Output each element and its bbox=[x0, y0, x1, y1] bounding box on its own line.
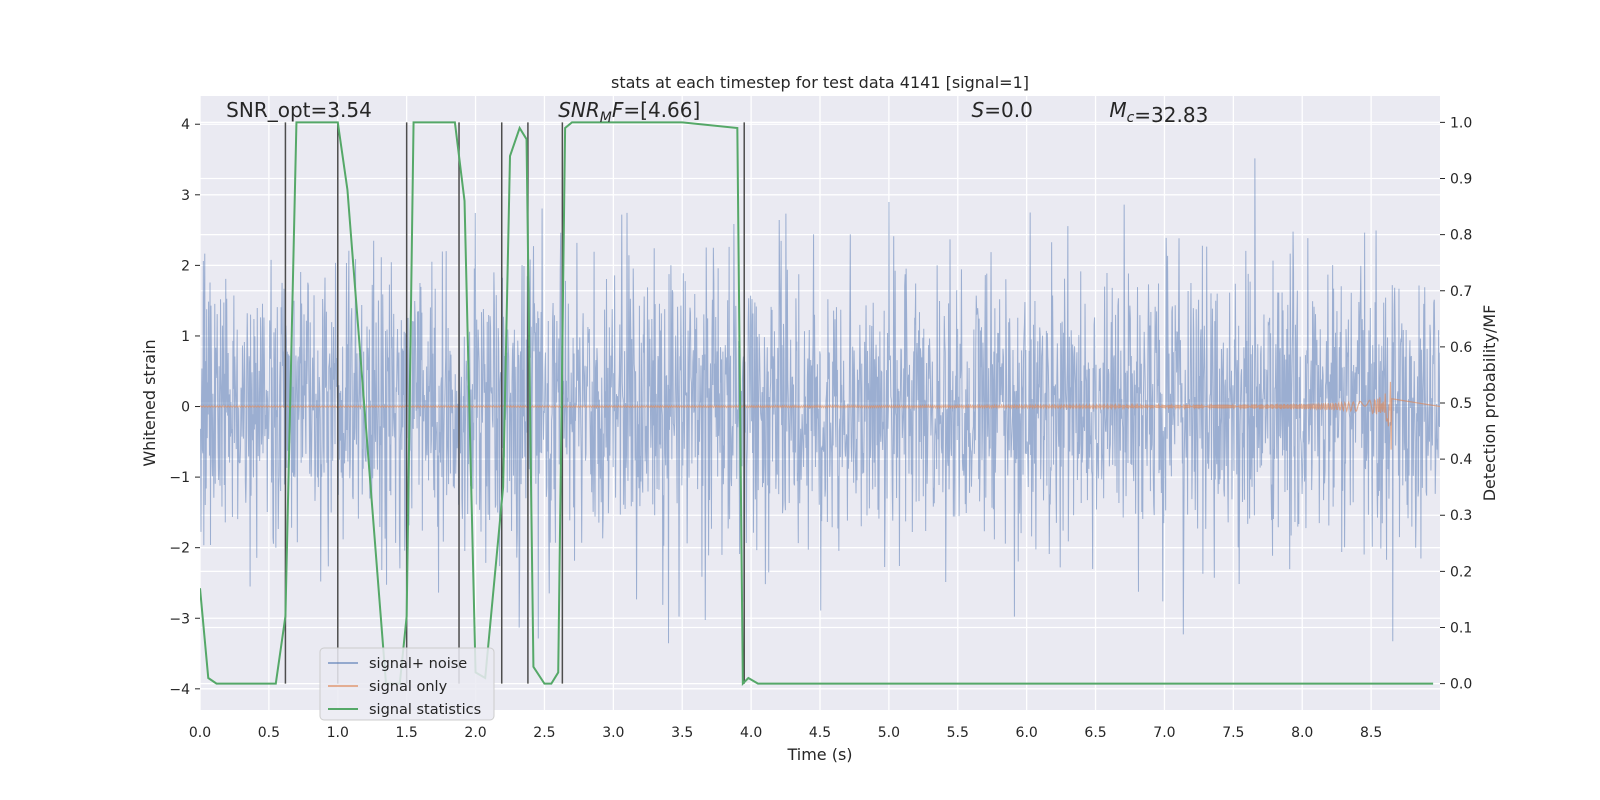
y-left-tick-label: 1 bbox=[181, 329, 190, 345]
legend-box bbox=[319, 647, 495, 721]
annotation-label: Mc=32.83 bbox=[1109, 98, 1208, 127]
chart-title: stats at each timestep for test data 414… bbox=[611, 73, 1029, 92]
y-left-tick-label: 4 bbox=[181, 117, 190, 133]
x-tick-label: 4.0 bbox=[740, 725, 762, 741]
annotation-label: SNRMF=[4.66] bbox=[558, 98, 700, 126]
x-tick-label: 3.0 bbox=[602, 725, 624, 741]
y-left-tick-label: −2 bbox=[169, 541, 190, 557]
x-tick-label: 2.5 bbox=[533, 725, 555, 741]
y-axis-label-left: Whitened strain bbox=[140, 339, 159, 466]
series-signal-only bbox=[200, 381, 1440, 450]
x-tick-label: 1.0 bbox=[327, 725, 349, 741]
y-left-tick-label: 3 bbox=[181, 188, 190, 204]
x-tick-label: 4.5 bbox=[809, 725, 831, 741]
x-tick-label: 6.0 bbox=[1016, 725, 1038, 741]
y-right-tick-label: 0.1 bbox=[1450, 620, 1472, 636]
y-right-tick-label: 0.4 bbox=[1450, 452, 1472, 468]
y-right-tick-label: 0.3 bbox=[1450, 508, 1472, 524]
x-tick-label: 2.0 bbox=[464, 725, 486, 741]
y-right-tick-label: 0.9 bbox=[1450, 172, 1472, 188]
annotation-label: S=0.0 bbox=[972, 98, 1033, 122]
y-right-tick-label: 0.0 bbox=[1450, 677, 1472, 693]
y-right-tick-label: 1.0 bbox=[1450, 115, 1472, 131]
x-tick-label: 1.5 bbox=[396, 725, 418, 741]
y-left-tick-label: 0 bbox=[181, 400, 190, 416]
axes-layer: 0.0 0.5 1.0 1.5 2.0 2.5 3.0 3.5 4.0 4.5 5.0 5.5 6.0 6… bbox=[169, 115, 1472, 741]
legend-label-noise: signal+ noise bbox=[369, 656, 467, 672]
y-right-tick-label: 0.8 bbox=[1450, 228, 1472, 244]
x-tick-label: 5.5 bbox=[947, 725, 969, 741]
y-right-tick-label: 0.6 bbox=[1450, 340, 1472, 356]
y-axis-label-right: Detection probability/MF bbox=[1480, 305, 1499, 502]
series-signal-statistics bbox=[200, 121, 1434, 687]
x-tick-label: 8.5 bbox=[1360, 725, 1382, 741]
annotations: SNR_opt=3.54 SNRMF=[4.66] S=0.0 Mc=32.83 bbox=[226, 98, 1208, 127]
y-left-tick-label: −4 bbox=[169, 682, 190, 698]
x-tick-label: 3.5 bbox=[671, 725, 693, 741]
y-left-tick-label: 2 bbox=[181, 258, 190, 274]
x-tick-label: 8.0 bbox=[1291, 725, 1313, 741]
y-left-tick-label: −1 bbox=[169, 470, 190, 486]
data-layer bbox=[200, 121, 1440, 687]
x-tick-label: 6.5 bbox=[1084, 725, 1106, 741]
legend-label-signal: signal only bbox=[369, 679, 448, 695]
annotation-label: SNR_opt=3.54 bbox=[226, 98, 372, 122]
x-tick-label: 7.0 bbox=[1153, 725, 1175, 741]
x-tick-label: 7.5 bbox=[1222, 725, 1244, 741]
y-left-tick-label: −3 bbox=[169, 611, 190, 627]
x-tick-label: 5.0 bbox=[878, 725, 900, 741]
y-right-tick-label: 0.7 bbox=[1450, 284, 1472, 300]
legend: signal+ noise signal only signal statist… bbox=[319, 647, 495, 721]
y-right-tick-label: 0.5 bbox=[1450, 396, 1472, 412]
x-tick-label: 0.5 bbox=[258, 725, 280, 741]
x-axis-label: Time (s) bbox=[786, 745, 852, 764]
y-right-tick-label: 0.2 bbox=[1450, 564, 1472, 580]
legend-label-stats: signal statistics bbox=[369, 702, 481, 718]
x-tick-label: 0.0 bbox=[189, 725, 211, 741]
